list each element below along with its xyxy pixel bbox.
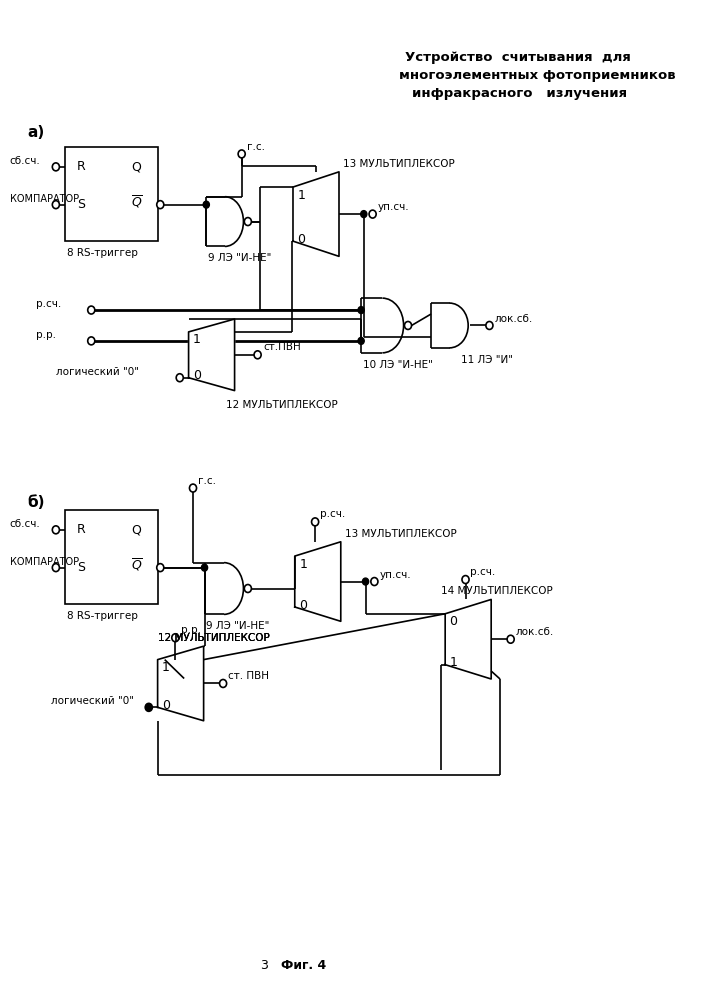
Text: 0: 0 [193, 369, 201, 382]
Circle shape [358, 337, 364, 344]
Circle shape [88, 337, 95, 345]
Text: КОМПАРАТОР: КОМПАРАТОР [10, 557, 79, 567]
Text: многоэлементных фотоприемников: многоэлементных фотоприемников [399, 69, 676, 82]
Text: 14 МУЛЬТИПЛЕКСОР: 14 МУЛЬТИПЛЕКСОР [440, 586, 552, 596]
Text: логический "0": логический "0" [52, 696, 134, 706]
Text: Фиг. 4: Фиг. 4 [281, 959, 327, 972]
Text: б): б) [28, 495, 45, 510]
Circle shape [312, 518, 319, 526]
Text: Устройство  считывания  для: Устройство считывания для [405, 51, 631, 64]
Circle shape [361, 211, 367, 218]
Text: ст. ПВН: ст. ПВН [228, 671, 269, 681]
Text: 0: 0 [299, 599, 307, 612]
Text: 1: 1 [450, 656, 457, 669]
Polygon shape [158, 646, 204, 721]
Text: инфракрасного   излучения: инфракрасного излучения [411, 87, 626, 100]
Circle shape [254, 351, 261, 359]
Text: 9 ЛЭ "И-НЕ": 9 ЛЭ "И-НЕ" [208, 253, 271, 263]
Text: S: S [77, 198, 85, 211]
Text: 13 МУЛЬТИПЛЕКСОР: 13 МУЛЬТИПЛЕКСОР [345, 529, 457, 539]
Circle shape [52, 201, 59, 209]
Text: 12 МУЛЬТИПЛЕКСОР: 12 МУЛЬТИПЛЕКСОР [158, 633, 269, 643]
Text: г.с.: г.с. [247, 142, 265, 152]
Circle shape [52, 564, 59, 572]
Text: уп.сч.: уп.сч. [378, 202, 409, 212]
Circle shape [189, 484, 197, 492]
Text: лок.сб.: лок.сб. [495, 314, 533, 324]
Text: р.сч.: р.сч. [36, 299, 62, 309]
Text: R: R [77, 523, 86, 536]
Polygon shape [295, 542, 341, 621]
Circle shape [203, 201, 209, 208]
Polygon shape [293, 172, 339, 256]
Circle shape [88, 306, 95, 314]
Text: уп.сч.: уп.сч. [380, 570, 411, 580]
Text: 8 RS-триггер: 8 RS-триггер [67, 611, 139, 621]
Circle shape [52, 163, 59, 171]
Circle shape [220, 679, 227, 687]
Text: 3: 3 [260, 959, 268, 972]
Text: 12 МУЛЬТИПЛЕКСОР: 12 МУЛЬТИПЛЕКСОР [158, 633, 269, 643]
Text: р.р.: р.р. [180, 625, 201, 635]
Text: 8 RS-триггер: 8 RS-триггер [67, 248, 139, 258]
Circle shape [176, 374, 183, 382]
Text: сб.сч.: сб.сч. [10, 156, 40, 166]
Text: р.сч.: р.сч. [470, 567, 495, 577]
Text: 1: 1 [298, 189, 305, 202]
Text: р.сч.: р.сч. [320, 509, 345, 519]
Circle shape [358, 307, 364, 314]
Text: сб.сч.: сб.сч. [10, 519, 40, 529]
Polygon shape [445, 599, 491, 679]
Text: 11 ЛЭ "И": 11 ЛЭ "И" [461, 355, 513, 365]
Text: 12 МУЛЬТИПЛЕКСОР: 12 МУЛЬТИПЛЕКСОР [226, 400, 337, 410]
Circle shape [371, 578, 378, 586]
Circle shape [486, 321, 493, 329]
Text: 0: 0 [162, 699, 170, 712]
Text: S: S [77, 561, 85, 574]
Text: $\overline{Q}$: $\overline{Q}$ [131, 556, 143, 573]
Text: Q: Q [131, 160, 141, 173]
Polygon shape [189, 319, 235, 391]
Circle shape [172, 634, 179, 642]
Bar [65, 147, 158, 241]
Text: 0: 0 [298, 233, 305, 246]
Text: 0: 0 [450, 615, 457, 628]
Circle shape [146, 704, 152, 711]
Text: 13 МУЛЬТИПЛЕКСОР: 13 МУЛЬТИПЛЕКСОР [344, 159, 455, 169]
Text: ст.ПВН: ст.ПВН [263, 342, 300, 352]
Circle shape [52, 526, 59, 534]
Circle shape [157, 201, 164, 209]
Text: логический "0": логический "0" [56, 367, 139, 377]
Text: Q: Q [131, 523, 141, 536]
Circle shape [363, 578, 368, 585]
Text: 1: 1 [299, 558, 307, 571]
Text: КОМПАРАТОР: КОМПАРАТОР [10, 194, 79, 204]
Text: 12 МУЛЬТИПЛЕКСОР: 12 МУЛЬТИПЛЕКСОР [158, 633, 269, 643]
Text: 9 ЛЭ "И-НЕ": 9 ЛЭ "И-НЕ" [206, 621, 269, 631]
Circle shape [245, 585, 252, 592]
Circle shape [145, 703, 152, 711]
Circle shape [404, 321, 411, 329]
Circle shape [462, 576, 469, 584]
Circle shape [201, 564, 208, 571]
Circle shape [157, 564, 164, 572]
Text: $\overline{Q}$: $\overline{Q}$ [131, 193, 143, 210]
Text: а): а) [28, 125, 45, 140]
Circle shape [369, 210, 376, 218]
Text: 1: 1 [193, 333, 201, 346]
Text: лок.сб.: лок.сб. [516, 627, 554, 637]
Circle shape [507, 635, 514, 643]
Text: г.с.: г.с. [199, 476, 216, 486]
Circle shape [245, 218, 252, 226]
Text: р.р.: р.р. [36, 330, 57, 340]
Text: R: R [77, 160, 86, 173]
Text: 1: 1 [162, 661, 170, 674]
Text: 10 ЛЭ "И-НЕ": 10 ЛЭ "И-НЕ" [363, 360, 433, 370]
Bar [65, 510, 158, 604]
Circle shape [238, 150, 245, 158]
